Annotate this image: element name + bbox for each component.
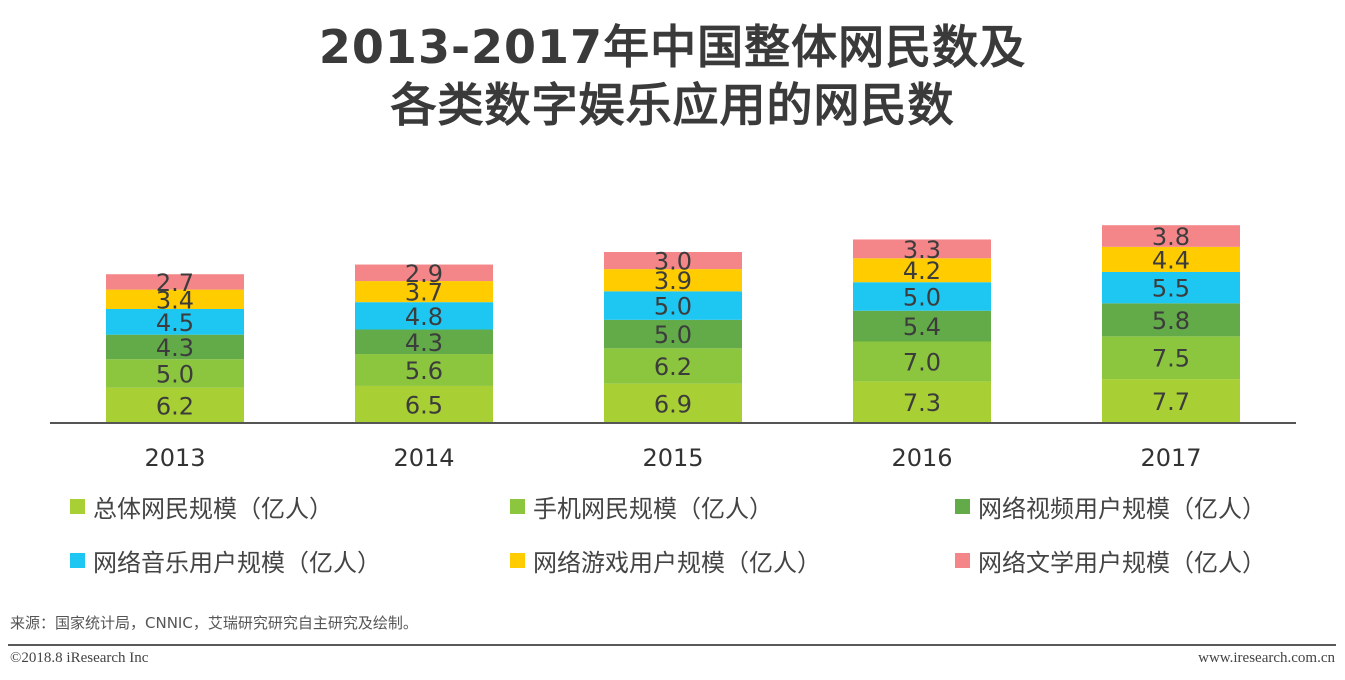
- bar-segment-2015-series-2: [604, 348, 742, 384]
- bar-segment-2015-series-3: [604, 319, 742, 349]
- legend-label: 网络文学用户规模（亿人）: [978, 548, 1266, 577]
- bar-segment-2013-series-5: [106, 289, 244, 309]
- bar-segment-2014-series-4: [355, 302, 493, 330]
- data-label-2014-series-4: 4.8: [405, 303, 443, 331]
- data-label-2015-series-6: 3.0: [654, 248, 692, 276]
- bar-segment-2013-series-6: [106, 274, 244, 290]
- data-label-2016-series-3: 5.4: [903, 313, 941, 341]
- data-label-2015-series-1: 6.9: [654, 390, 692, 418]
- data-label-2016-series-6: 3.3: [903, 236, 941, 264]
- legend-swatch: [955, 552, 970, 568]
- bar-segment-2016-series-1: [853, 381, 991, 423]
- chart-title: 2013-2017年中国整体网民数及 各类数字娱乐应用的网民数: [0, 18, 1345, 134]
- bar-segment-2017-series-6: [1102, 225, 1240, 247]
- data-label-2013-series-6: 2.7: [156, 269, 194, 297]
- x-tick-label-2016: 2016: [891, 444, 952, 472]
- data-label-2017-series-5: 4.4: [1152, 246, 1190, 274]
- bar-segment-2015-series-5: [604, 269, 742, 292]
- legend-item-5: 网络游戏用户规模（亿人）: [510, 542, 821, 578]
- data-label-2017-series-2: 7.5: [1152, 345, 1190, 373]
- data-label-2015-series-5: 3.9: [654, 267, 692, 295]
- bar-segment-2013-series-3: [106, 334, 244, 360]
- legend-swatch: [955, 498, 970, 514]
- data-label-2017-series-1: 7.7: [1152, 388, 1190, 416]
- bar-segment-2015-series-4: [604, 291, 742, 320]
- data-label-2014-series-5: 3.7: [405, 279, 443, 307]
- copyright-text: ©2018.8 iResearch Inc: [10, 650, 149, 666]
- legend-item-3: 网络视频用户规模（亿人）: [955, 488, 1266, 524]
- x-tick-label-2013: 2013: [144, 444, 205, 472]
- legend-label: 网络视频用户规模（亿人）: [978, 494, 1266, 523]
- data-label-2013-series-2: 5.0: [156, 360, 194, 388]
- website-url: www.iresearch.com.cn: [1198, 650, 1335, 666]
- bar-segment-2014-series-2: [355, 354, 493, 386]
- legend-item-2: 手机网民规模（亿人）: [510, 488, 773, 524]
- data-label-2014-series-3: 4.3: [405, 329, 443, 357]
- bar-segment-2014-series-1: [355, 385, 493, 423]
- data-label-2016-series-4: 5.0: [903, 283, 941, 311]
- x-tick-label-2014: 2014: [393, 444, 454, 472]
- bar-segment-2014-series-3: [355, 329, 493, 355]
- data-label-2014-series-1: 6.5: [405, 391, 443, 419]
- bar-segment-2017-series-1: [1102, 379, 1240, 423]
- legend-swatch: [510, 498, 525, 514]
- bar-segment-2017-series-4: [1102, 271, 1240, 304]
- bar-segment-2013-series-4: [106, 309, 244, 335]
- bar-segment-2016-series-4: [853, 282, 991, 311]
- bar-segment-2016-series-5: [853, 258, 991, 283]
- data-label-2013-series-3: 4.3: [156, 334, 194, 362]
- chart-title-line-2: 各类数字娱乐应用的网民数: [390, 78, 955, 132]
- data-label-2013-series-1: 6.2: [156, 392, 194, 420]
- data-label-2016-series-1: 7.3: [903, 389, 941, 417]
- bar-segment-2016-series-3: [853, 310, 991, 342]
- data-label-2013-series-4: 4.5: [156, 309, 194, 337]
- data-label-2017-series-3: 5.8: [1152, 307, 1190, 335]
- bar-segment-2015-series-6: [604, 252, 742, 270]
- bar-segment-2014-series-6: [355, 264, 493, 282]
- legend-label: 总体网民规模（亿人）: [93, 494, 333, 523]
- legend-swatch: [70, 552, 85, 568]
- bar-segment-2015-series-1: [604, 383, 742, 423]
- legend-label: 网络音乐用户规模（亿人）: [93, 548, 381, 577]
- legend-label: 网络游戏用户规模（亿人）: [533, 548, 821, 577]
- bar-segment-2016-series-6: [853, 239, 991, 259]
- data-label-2014-series-2: 5.6: [405, 357, 443, 385]
- data-label-2014-series-6: 2.9: [405, 260, 443, 288]
- x-tick-label-2015: 2015: [642, 444, 703, 472]
- source-note: 来源：国家统计局，CNNIC，艾瑞研究研究自主研究及绘制。: [10, 614, 418, 632]
- footer-divider: [8, 644, 1336, 646]
- data-label-2013-series-5: 3.4: [156, 286, 194, 314]
- bar-segment-2016-series-2: [853, 341, 991, 382]
- data-label-2017-series-6: 3.8: [1152, 223, 1190, 251]
- stacked-bar-chart: 6.25.04.34.53.42.720136.55.64.34.83.72.9…: [50, 223, 1296, 472]
- bar-segment-2017-series-2: [1102, 336, 1240, 380]
- legend-swatch: [70, 498, 85, 514]
- legend-item-4: 网络音乐用户规模（亿人）: [70, 542, 381, 578]
- legend-item-6: 网络文学用户规模（亿人）: [955, 542, 1266, 578]
- legend-swatch: [510, 552, 525, 568]
- data-label-2017-series-4: 5.5: [1152, 275, 1190, 303]
- legend-item-1: 总体网民规模（亿人）: [70, 488, 333, 524]
- bar-segment-2014-series-5: [355, 281, 493, 303]
- data-label-2016-series-2: 7.0: [903, 348, 941, 376]
- legend-label: 手机网民规模（亿人）: [533, 494, 773, 523]
- chart-title-line-1: 2013-2017年中国整体网民数及: [318, 20, 1027, 74]
- bar-segment-2017-series-5: [1102, 246, 1240, 272]
- x-tick-label-2017: 2017: [1140, 444, 1201, 472]
- bar-segment-2013-series-2: [106, 359, 244, 388]
- bar-segment-2013-series-1: [106, 387, 244, 423]
- data-label-2016-series-5: 4.2: [903, 257, 941, 285]
- data-label-2015-series-2: 6.2: [654, 353, 692, 381]
- data-label-2015-series-3: 5.0: [654, 321, 692, 349]
- data-label-2015-series-4: 5.0: [654, 293, 692, 321]
- bar-segment-2017-series-3: [1102, 303, 1240, 337]
